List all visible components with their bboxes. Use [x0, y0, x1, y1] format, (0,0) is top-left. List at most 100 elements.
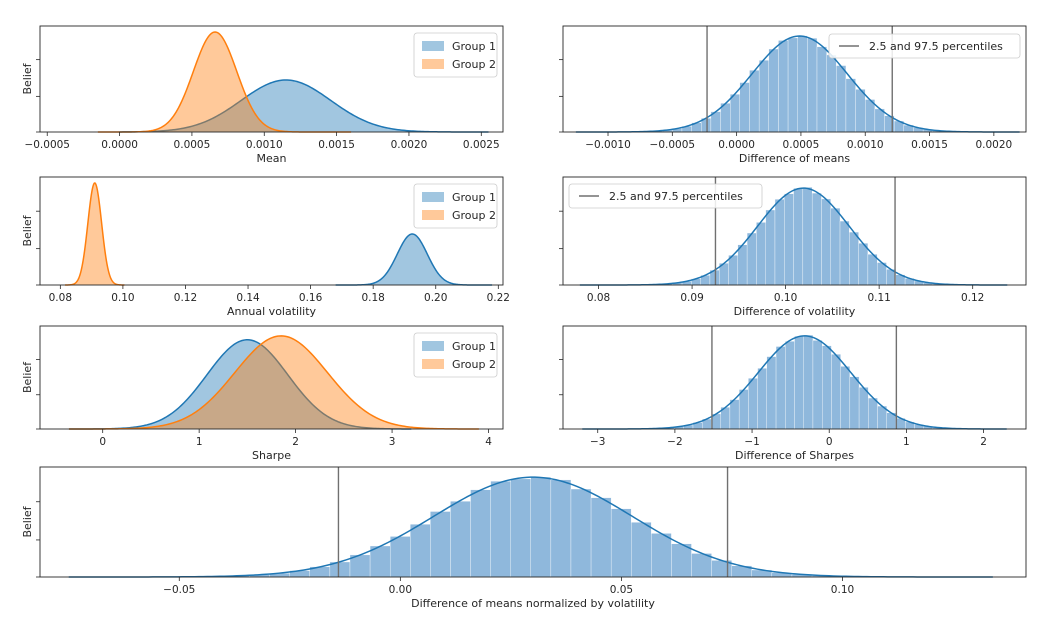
- histogram-bar: [510, 478, 531, 578]
- x-tick-label: 0.08: [587, 292, 610, 304]
- x-tick-label: 0.0005: [174, 139, 211, 151]
- x-tick-label: 0.05: [610, 584, 633, 596]
- subplot-4: 0.08 0.09 0.10 0.11 0.12 Difference of volati…: [559, 176, 1027, 318]
- x-tick-label: 0.14: [236, 292, 260, 304]
- histogram-bar: [450, 501, 471, 578]
- histogram-bar: [803, 334, 814, 430]
- histogram-bar: [530, 476, 552, 578]
- x-tick-label: −0.0005: [24, 139, 70, 151]
- histogram-bar: [651, 533, 672, 578]
- histogram-bar: [774, 199, 785, 286]
- x-tick-label: 0.0005: [783, 139, 820, 151]
- histogram-bar: [822, 345, 832, 430]
- histogram-bar: [729, 399, 740, 430]
- kde-line: [68, 476, 993, 578]
- x-tick-label: 0.0015: [911, 139, 948, 151]
- histogram-bar: [610, 508, 632, 578]
- x-tick-label: 2: [292, 436, 299, 448]
- x-tick-label: 1: [196, 436, 203, 448]
- histogram-bar: [821, 198, 831, 286]
- histogram-bar: [858, 243, 869, 286]
- histogram-bar: [550, 479, 572, 578]
- axes-frame: [562, 325, 1027, 430]
- x-tick-label: −0.05: [163, 584, 195, 596]
- x-tick-label: 1: [903, 436, 910, 448]
- x-axis-label: Difference of volatility: [734, 305, 856, 318]
- x-tick-label: 0.20: [424, 292, 447, 304]
- legend-label: Group 2: [452, 58, 496, 71]
- y-axis-label: Belief: [21, 214, 34, 246]
- legend: Group 1 Group 2: [413, 32, 498, 78]
- x-tick-label: 0.0020: [391, 139, 428, 151]
- legend-label: 2.5 and 97.5 percentiles: [609, 190, 743, 203]
- legend-swatch: [422, 359, 444, 369]
- histogram-bar: [787, 37, 798, 133]
- legend: Group 1 Group 2: [413, 183, 498, 229]
- group-1-area: [335, 234, 493, 285]
- y-axis-label: Belief: [21, 505, 34, 537]
- subplot-3: 0.08 0.10 0.12 0.14 0.16 0.18 0.20 0.22 Annual v…: [21, 176, 510, 318]
- histogram-bars: [582, 334, 1007, 430]
- group-1-area: [68, 339, 412, 429]
- histogram-bar: [748, 378, 758, 430]
- axes-frame: [562, 25, 1027, 133]
- axes-frame: [39, 325, 504, 430]
- x-axis-label: Difference of means normalized by volati…: [411, 597, 655, 610]
- histogram-bar: [746, 232, 757, 286]
- axes-frame: [39, 466, 1027, 578]
- legend: 2.5 and 97.5 percentiles: [828, 33, 1021, 59]
- histogram-bars: [575, 35, 1020, 133]
- legend-label: Group 2: [452, 209, 496, 222]
- x-tick-label: −2: [667, 436, 682, 448]
- x-tick-label: −1: [744, 436, 759, 448]
- histogram-bar: [766, 356, 777, 430]
- x-axis-label: Difference of means: [739, 152, 850, 165]
- histogram-bar: [728, 255, 738, 286]
- subplot-5: 0 1 2 3 4 Sharpe Belief Group 1 Group 2: [21, 325, 504, 462]
- histogram-bar: [739, 82, 750, 133]
- histogram-bar: [858, 387, 869, 430]
- x-tick-label: −3: [590, 436, 605, 448]
- histogram-bar: [855, 89, 866, 133]
- subplot-7: −0.05 0.00 0.05 0.10 Difference of means nor…: [21, 466, 1027, 610]
- x-tick-label: 0.0015: [318, 139, 355, 151]
- x-axis-label: Annual volatility: [227, 305, 317, 318]
- histogram-bar: [430, 511, 451, 578]
- x-tick-label: 0.0010: [847, 139, 884, 151]
- histogram-bar: [768, 48, 779, 133]
- histogram-bar: [830, 207, 841, 286]
- x-axis-label: Sharpe: [252, 449, 291, 462]
- histogram-bar: [867, 254, 878, 286]
- legend-label: Group 2: [452, 358, 496, 371]
- subplot-2: −0.0010 −0.0005 0.0000 0.0005 0.0010 0.0015 0.…: [559, 25, 1027, 165]
- legend-frame: [568, 183, 763, 209]
- x-tick-label: 0.10: [774, 292, 797, 304]
- histogram-bar: [570, 488, 592, 578]
- x-tick-label: 0.0000: [101, 139, 138, 151]
- x-tick-label: 0.12: [961, 292, 984, 304]
- histogram-bar: [369, 545, 391, 578]
- x-tick-label: 0.0000: [718, 139, 755, 151]
- histogram-bar: [807, 37, 818, 133]
- kde-line: [575, 35, 1020, 133]
- y-axis-label: Belief: [21, 361, 34, 393]
- histogram-bar: [785, 341, 795, 430]
- x-tick-label: 0.08: [49, 292, 72, 304]
- legend-frame: [413, 183, 498, 229]
- axes-frame: [562, 176, 1027, 286]
- y-axis-label: Belief: [21, 62, 34, 94]
- histogram-bar: [749, 70, 760, 133]
- x-tick-label: 0.12: [174, 292, 197, 304]
- x-tick-label: 0.22: [487, 292, 510, 304]
- legend-label: Group 1: [452, 340, 496, 353]
- histogram-bar: [671, 543, 692, 578]
- x-tick-label: 0.10: [111, 292, 134, 304]
- x-tick-label: 0.09: [680, 292, 703, 304]
- x-tick-label: 0.10: [831, 584, 854, 596]
- histogram-bar: [737, 244, 748, 286]
- x-tick-label: 3: [389, 436, 396, 448]
- histogram-bar: [470, 489, 491, 578]
- histogram-bar: [811, 192, 822, 286]
- histogram-bar: [836, 65, 847, 133]
